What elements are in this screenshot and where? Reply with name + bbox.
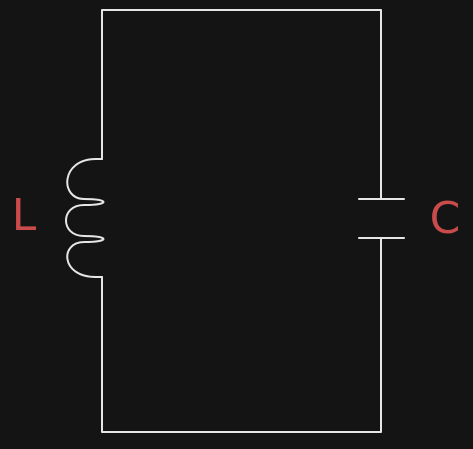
capacitor-label: C (430, 193, 461, 244)
bottom-wire (101, 237, 382, 433)
inductor-label: L (12, 190, 37, 241)
inductor-symbol (65, 158, 105, 278)
top-wire (101, 9, 382, 199)
